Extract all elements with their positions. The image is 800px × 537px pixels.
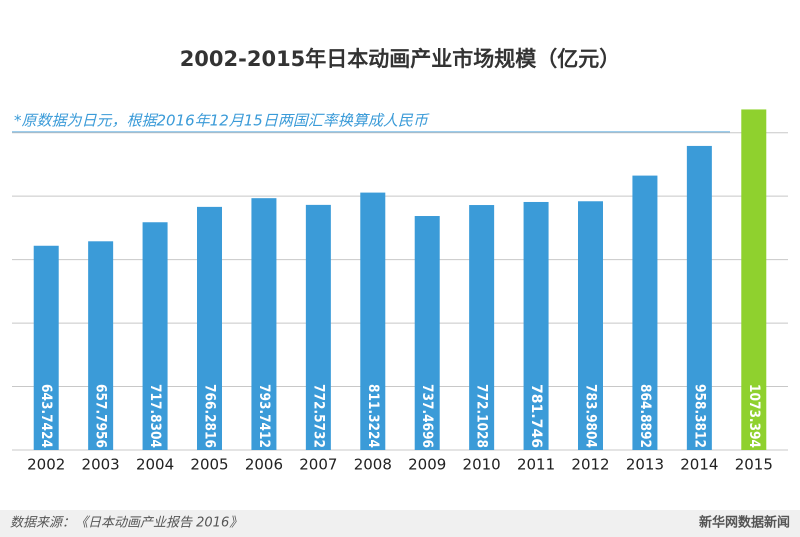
x-tick-label: 2010 <box>463 456 501 474</box>
value-label: 772.5732 <box>310 384 326 448</box>
x-tick-label: 2008 <box>354 456 392 474</box>
value-label: 811.3224 <box>365 384 381 448</box>
x-tick-label: 2014 <box>680 456 718 474</box>
value-label: 717.8304 <box>147 384 163 448</box>
value-label: 766.2816 <box>202 384 218 448</box>
bar <box>251 198 277 450</box>
x-tick-label: 2013 <box>626 456 664 474</box>
bar <box>469 205 495 450</box>
chart-title: 2002-2015年日本动画产业市场规模（亿元） <box>180 47 621 71</box>
x-tick-label: 2003 <box>82 456 120 474</box>
bar <box>142 222 168 450</box>
bar <box>197 206 222 450</box>
bar <box>686 145 712 451</box>
value-label: 864.8892 <box>637 384 653 448</box>
value-label: 783.9804 <box>583 384 599 448</box>
source-note: 数据来源：《日本动画产业报告 2016》 <box>10 516 242 531</box>
bar <box>33 245 59 450</box>
bar <box>360 192 386 450</box>
value-label: 657.7956 <box>93 384 109 448</box>
value-label: 793.7412 <box>256 384 272 448</box>
chart-subtitle: *原数据为日元，根据2016年12月15日两国汇率换算成人民币 <box>14 112 430 130</box>
brand: 新华网数据新闻 <box>699 515 790 531</box>
x-tick-label: 2011 <box>517 456 555 474</box>
x-tick-label: 2012 <box>571 456 609 474</box>
x-tick-label: 2015 <box>735 456 773 474</box>
x-tick-label: 2002 <box>27 456 65 474</box>
value-label: 643.7424 <box>38 384 54 448</box>
x-tick-label: 2006 <box>245 456 283 474</box>
bar <box>523 201 549 450</box>
value-label: 781.746 <box>528 384 544 448</box>
bar <box>741 109 767 451</box>
bar <box>414 216 440 450</box>
bar <box>305 204 331 450</box>
x-tick-label: 2004 <box>136 456 174 474</box>
x-tick-label: 2005 <box>190 456 228 474</box>
x-tick-label: 2007 <box>299 456 337 474</box>
value-label: 737.4696 <box>419 384 435 448</box>
x-tick-label: 2009 <box>408 456 446 474</box>
value-label: 772.1028 <box>474 384 490 448</box>
footer <box>0 510 800 537</box>
value-label: 958.3812 <box>691 384 707 448</box>
bar <box>578 201 603 450</box>
bar <box>88 241 114 450</box>
value-label: 1073.394 <box>746 384 762 448</box>
bar <box>632 175 658 450</box>
